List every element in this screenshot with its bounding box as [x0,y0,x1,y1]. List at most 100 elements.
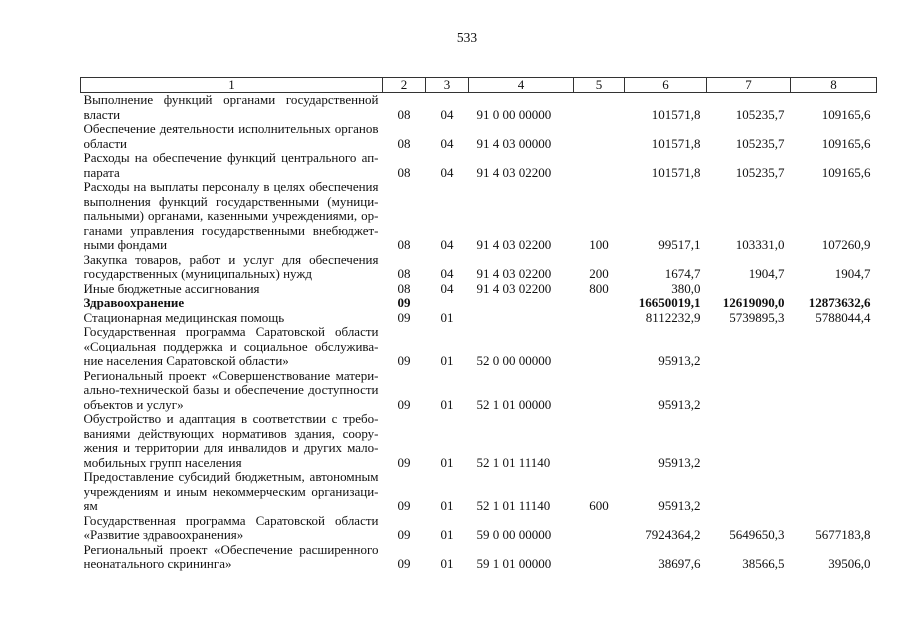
target-article-code: 91 0 00 00000 [476,106,552,122]
amount-col6: 95913,2 [658,498,701,513]
subsection-code: 01 [440,396,454,412]
column-header: 6 [624,77,707,93]
section-code: 09 [397,353,411,368]
section-code: 08 [397,237,411,252]
table-body: Выполнение функций органами государствен… [81,93,877,572]
amount-col7: 5649650,3 [729,527,785,542]
row-description: Закупка товаров, работ и услуг для обесп… [81,253,383,282]
table-row: Государственная программа Саратовской об… [81,514,877,543]
target-article-code: 91 4 03 02200 [476,237,552,252]
column-header: 8 [790,77,877,93]
expense-type-code [574,514,625,543]
budget-table: 1 2 3 4 5 6 7 8 Выполнение функций орган… [80,77,877,572]
target-article-code [469,311,574,326]
amount-col6: 101571,8 [651,106,701,122]
page-number: 533 [456,30,478,45]
amount-col8: 5788044,4 [815,309,871,325]
table-row: Обеспечение деятельности исполнительных … [81,122,877,151]
target-article-code: 91 4 03 00000 [476,135,552,151]
amount-col7: 1904,7 [748,266,785,281]
expense-type-code [574,311,625,326]
table-row: Региональный проект «Обеспечение расшире… [81,543,877,572]
description-line: Обустройство и адаптация в соответствии … [83,412,379,426]
amount-col6: 99517,1 [658,237,701,252]
row-description: Выполнение функций органами государствен… [81,93,383,123]
subsection-code: 04 [440,266,454,281]
description-line: Выполнение функций органами государствен… [83,93,379,107]
table-row: Иные бюджетные ассигнования 08 04 91 4 03 0… [81,280,877,297]
description-line: ваниями действующих нормативов здания, с… [83,426,379,441]
amount-col7: 5739895,3 [729,309,785,325]
amount-col8: 107260,9 [821,237,871,252]
section-code: 09 [397,556,411,571]
table-row: Предоставление субсидий бюджетным, автон… [81,470,877,514]
subsection-code [426,296,469,311]
description-line: пальными) органами, казенными учреждения… [83,209,379,223]
subsection-code: 01 [440,353,454,368]
row-description: Региональный проект «Совершенствование м… [81,369,383,413]
description-line: объектов и услуг» [83,397,184,412]
amount-col8: 109165,6 [821,106,871,122]
description-line: Обеспечение деятельности исполнительных … [83,122,379,136]
expense-type-code [574,369,625,413]
column-header: 2 [382,77,426,93]
description-line: «Социальная поддержка и социальное обслу… [83,339,379,354]
column-header: 3 [425,77,469,93]
description-line: ально-технической базы и обеспечение дос… [83,383,379,397]
amount-col6: 101571,8 [651,135,701,151]
amount-col8: 12873632,6 [808,295,871,310]
expense-type-code: 200 [589,266,609,281]
expense-type-code: 800 [589,280,609,296]
target-article-code: 59 0 00 00000 [476,527,552,542]
row-description: Здравоохранение [81,296,383,311]
description-line: области [83,136,127,151]
section-code: 08 [397,164,411,180]
amount-col8: 1904,7 [834,266,871,281]
description-line: жения и территории для инвалидов и други… [83,441,379,455]
description-line: выполнения функций государственными (мун… [83,194,379,209]
amount-col7 [707,470,791,514]
expense-type-code: 600 [589,498,609,513]
table-row: Государственная программа Саратовской об… [81,325,877,369]
amount-col6: 95913,2 [658,353,701,368]
section-code: 08 [397,135,411,151]
amount-col7: 105235,7 [735,135,785,151]
row-description: Обустройство и адаптация в соответствии … [81,412,383,470]
description-line: Региональный проект «Совершенствование м… [83,368,379,383]
target-article-code: 91 4 03 02200 [476,164,552,180]
row-description: Государственная программа Саратовской об… [81,514,383,543]
description-line: ными фондами [83,238,168,252]
header-row: 1 2 3 4 5 6 7 8 [80,77,877,93]
description-line: «Развитие здравоохранения» [83,528,244,542]
subsection-code: 04 [440,135,454,151]
row-description: Обеспечение деятельности исполнительных … [81,122,383,151]
amount-col8 [791,369,877,413]
subsection-code: 01 [440,454,454,470]
amount-col7 [707,282,791,297]
expense-type-code [574,93,625,123]
description-line: власти [83,107,121,122]
description-line: Предоставление субсидий бюджетным, автон… [83,470,379,484]
amount-col6: 1674,7 [664,266,701,281]
description-line: Государственная программа Саратовской об… [83,325,379,339]
amount-col7: 12619090,0 [722,295,785,310]
amount-col7 [707,369,791,413]
subsection-code: 04 [440,164,454,180]
amount-col8: 39506,0 [828,556,871,571]
table-row: Обустройство и адаптация в соответствии … [81,412,877,470]
amount-col6: 16650019,1 [638,295,701,310]
table-row: Расходы на выплаты персоналу в целях обе… [81,180,877,253]
amount-col7: 103331,0 [735,237,785,252]
amount-col7: 38566,5 [742,556,785,571]
subsection-code: 04 [440,237,454,252]
amount-col6: 8112232,9 [645,309,701,325]
subsection-code: 01 [440,556,454,571]
table-row: Стационарная медицинская помощь 09 01 81122… [81,309,877,326]
section-code: 08 [397,106,411,122]
amount-col6: 95913,2 [658,396,701,412]
amount-col7 [707,412,791,470]
target-article-code: 52 1 01 11140 [476,498,551,513]
amount-col8 [791,412,877,470]
target-article-code: 52 1 01 00000 [476,396,552,412]
subsection-code: 04 [440,106,454,122]
